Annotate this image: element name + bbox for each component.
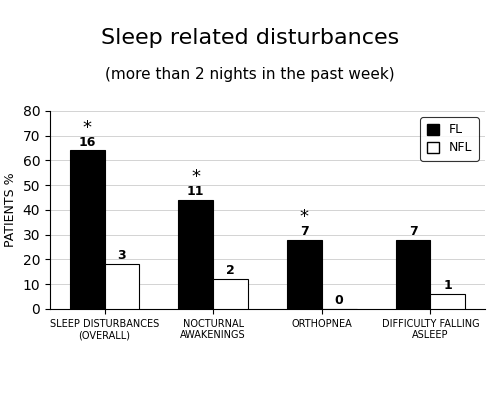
Y-axis label: PATIENTS %: PATIENTS %: [4, 173, 17, 247]
Text: *: *: [192, 168, 200, 187]
Text: 3: 3: [118, 249, 126, 263]
Bar: [104, 265, 140, 309]
Text: 2: 2: [226, 264, 235, 277]
Text: *: *: [300, 208, 309, 226]
Text: 7: 7: [300, 225, 309, 238]
Bar: [178, 200, 213, 309]
Text: 11: 11: [187, 185, 204, 198]
Bar: [396, 240, 430, 309]
Text: 1: 1: [444, 279, 452, 292]
Bar: [287, 240, 322, 309]
Bar: [70, 150, 104, 309]
Text: 16: 16: [78, 135, 96, 148]
Legend: FL, NFL: FL, NFL: [420, 117, 479, 161]
Text: *: *: [82, 119, 92, 137]
Text: Sleep related disturbances: Sleep related disturbances: [101, 28, 399, 48]
Text: 7: 7: [408, 225, 418, 238]
Bar: [430, 294, 465, 309]
Bar: [213, 279, 248, 309]
Text: (more than 2 nights in the past week): (more than 2 nights in the past week): [105, 67, 395, 82]
Text: 0: 0: [335, 294, 344, 307]
